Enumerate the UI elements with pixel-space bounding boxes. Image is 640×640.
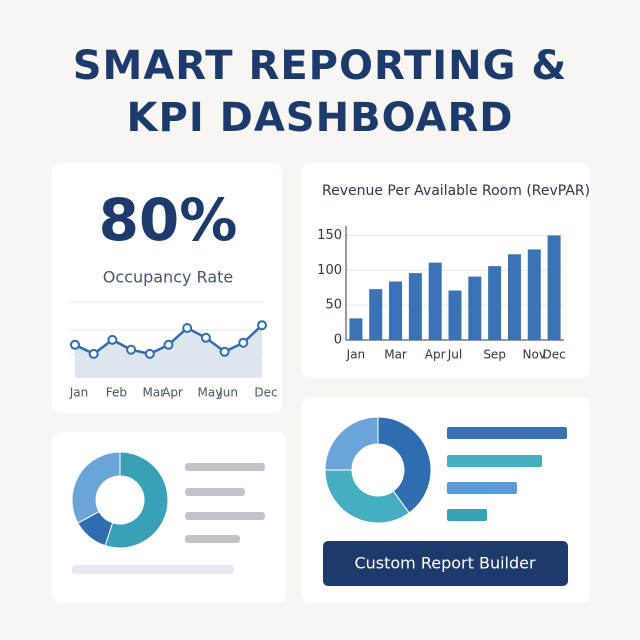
x-tick-label: Dec — [542, 348, 565, 362]
bar — [448, 290, 462, 340]
legend-placeholder — [185, 512, 265, 520]
x-tick-label: Mar — [384, 348, 407, 362]
point — [107, 334, 118, 345]
point — [257, 320, 267, 331]
button-label[interactable]: Custom Report Builder — [354, 554, 536, 573]
x-tick-label: Apr — [162, 386, 183, 400]
legend-placeholder — [185, 488, 245, 496]
point — [88, 348, 99, 359]
point — [200, 332, 211, 343]
kpi-value: 80% — [99, 186, 238, 254]
chart-title: Revenue Per Available Room (RevPAR) — [322, 183, 590, 199]
point — [70, 339, 80, 350]
x-tick-label: Jan — [346, 348, 366, 362]
bar — [507, 254, 521, 340]
bar — [547, 235, 561, 340]
bar — [369, 289, 383, 340]
y-tick-label: 0 — [334, 333, 342, 348]
legend-placeholder — [185, 535, 240, 543]
donut-segment — [71, 451, 121, 524]
placeholder-bar — [447, 482, 517, 494]
placeholder-bar — [72, 565, 234, 574]
point — [144, 348, 155, 359]
point — [219, 346, 230, 357]
bar — [488, 266, 502, 340]
bar — [468, 276, 482, 340]
placeholder-bar — [447, 509, 487, 521]
x-tick-label: Jan — [69, 386, 89, 400]
donut-segment — [324, 416, 379, 471]
x-tick-label: Dec — [254, 386, 277, 400]
donut-segment — [377, 416, 432, 514]
x-tick-label: Mar — [142, 386, 165, 400]
button[interactable]: Custom Report Builder — [323, 541, 568, 586]
legend-placeholder — [185, 463, 265, 471]
x-tick-label: Feb — [106, 386, 127, 400]
button-bg[interactable] — [323, 541, 568, 586]
placeholder-bar — [447, 455, 542, 467]
donut-segment — [104, 451, 169, 549]
point — [126, 344, 137, 355]
point — [238, 337, 249, 348]
kpi-label: Occupancy Rate — [103, 268, 233, 287]
point — [163, 339, 174, 350]
y-tick-label: 150 — [317, 228, 342, 243]
y-tick-label: 100 — [317, 263, 342, 278]
x-tick-label: Apr — [425, 348, 446, 362]
point — [182, 323, 193, 333]
title: SMART REPORTING & KPI DASHBOARD — [72, 43, 568, 141]
x-tick-label: Jun — [218, 386, 238, 400]
x-tick-label: Jul — [447, 348, 462, 362]
bar — [349, 318, 363, 340]
area — [75, 325, 262, 378]
donut-segment — [324, 469, 410, 524]
x-tick-label: Nov — [523, 348, 546, 362]
bar — [428, 262, 442, 340]
y-tick-label: 50 — [325, 298, 342, 313]
x-tick-label: May — [197, 386, 222, 400]
bar — [408, 273, 422, 340]
x-tick-label: Sep — [483, 348, 506, 362]
placeholder-bar — [447, 427, 567, 439]
bar — [389, 281, 403, 340]
chart-title: Revenue Per Available Room (RevPAR) — [322, 183, 590, 199]
bar — [527, 249, 541, 340]
